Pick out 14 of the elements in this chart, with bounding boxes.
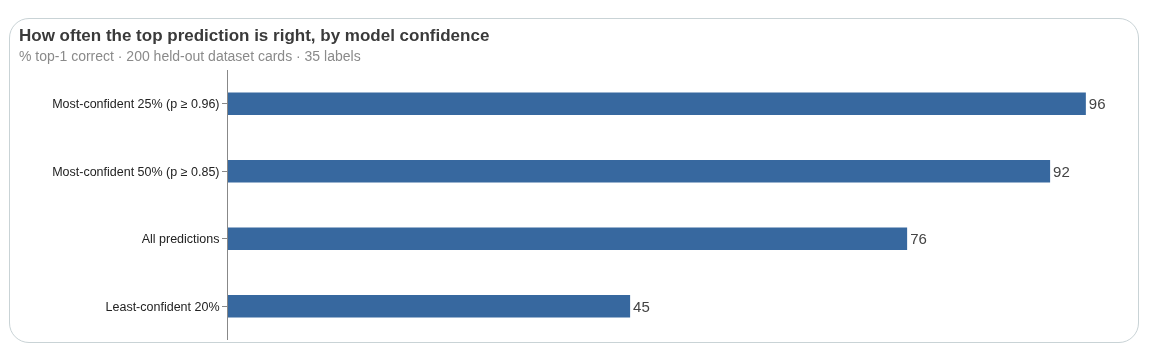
bar [228,160,1051,183]
data-label: 76 [910,230,927,248]
bar [228,295,631,318]
y-tick-label: All predictions [141,232,220,247]
bar [228,227,908,250]
chart-subtitle: % top-1 correct · 200 held-out dataset cards · 35 labels [19,48,361,64]
data-label: 92 [1053,162,1070,180]
data-label: 45 [633,297,650,315]
y-tick-label: Most-confident 25% (p ≥ 0.96) [52,97,220,112]
y-tick-label: Least-confident 20% [105,299,220,314]
chart-title: How often the top prediction is right, by model confidence [19,26,490,46]
bar [228,92,1086,115]
data-label: 96 [1088,95,1106,113]
y-tick-label: Most-confident 50% (p ≥ 0.85) [52,164,220,179]
